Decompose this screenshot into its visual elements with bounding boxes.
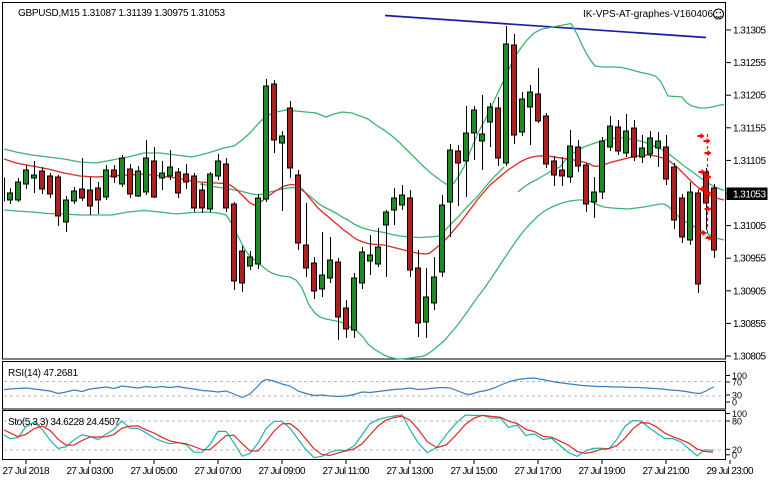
svg-text:70: 70 [732,378,742,388]
svg-text:27 Jul 05:00: 27 Jul 05:00 [131,466,178,477]
svg-text:1.31155: 1.31155 [733,123,766,134]
svg-text:27 Jul 19:00: 27 Jul 19:00 [579,466,626,477]
svg-text:27 Jul 03:00: 27 Jul 03:00 [67,466,114,477]
svg-text:27 Jul 07:00: 27 Jul 07:00 [195,466,242,477]
svg-text:IK-VPS-AT-graphes-V160406: IK-VPS-AT-graphes-V160406 [583,9,713,20]
svg-text:27 Jul 11:00: 27 Jul 11:00 [323,466,370,477]
svg-text:100: 100 [732,409,747,419]
svg-text:27 Jul 13:00: 27 Jul 13:00 [387,466,434,477]
svg-text:27 Jul 09:00: 27 Jul 09:00 [259,466,306,477]
svg-text:29 Jul 23:00: 29 Jul 23:00 [707,466,754,477]
svg-text:1.30955: 1.30955 [733,254,766,265]
svg-text:1.31053: 1.31053 [733,190,766,201]
svg-text:1.31305: 1.31305 [733,26,766,37]
svg-text:0: 0 [732,398,737,408]
svg-text:RSI(14) 47.2681: RSI(14) 47.2681 [8,368,78,379]
svg-text:1.30805: 1.30805 [733,352,766,363]
svg-text:0: 0 [732,450,737,460]
svg-text:1.31205: 1.31205 [733,91,766,102]
svg-text:80: 80 [732,417,742,427]
svg-text:20: 20 [732,445,742,455]
svg-text:1.30905: 1.30905 [733,286,766,297]
svg-text:27 Jul 17:00: 27 Jul 17:00 [515,466,562,477]
svg-text:1.31255: 1.31255 [733,58,766,69]
svg-text:100: 100 [732,371,747,381]
svg-text:1.31005: 1.31005 [733,221,766,232]
svg-text:27 Jul 2018: 27 Jul 2018 [3,466,50,477]
svg-text:27 Jul 15:00: 27 Jul 15:00 [451,466,498,477]
svg-text:GBPUSD,M15 1.31087 1.31139 1.: GBPUSD,M15 1.31087 1.31139 1.30975 1.310… [18,8,225,19]
svg-text:1.30855: 1.30855 [733,319,766,330]
svg-text:27 Jul 21:00: 27 Jul 21:00 [643,466,690,477]
svg-text:Sto(5,3,3) 34.6228 24.4507: Sto(5,3,3) 34.6228 24.4507 [8,417,120,428]
svg-text:1.31105: 1.31105 [733,156,766,167]
svg-text:30: 30 [732,391,742,401]
